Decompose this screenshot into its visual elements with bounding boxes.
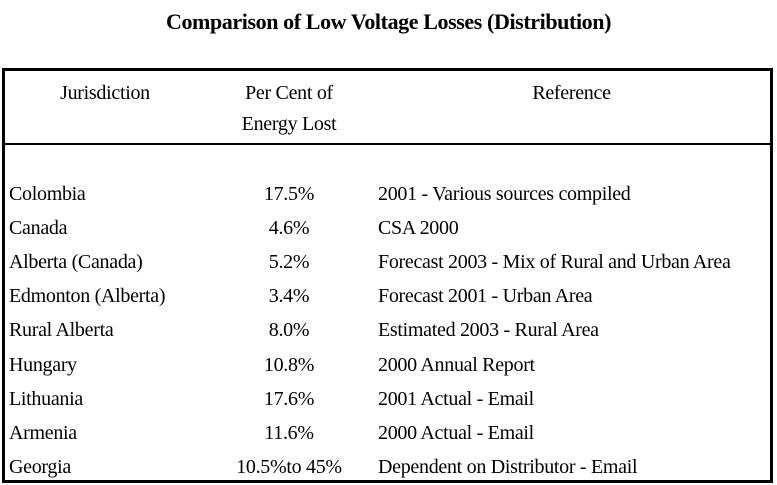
column-header-percent-line2: Energy Lost	[241, 113, 337, 135]
cell-reference: 2000 Annual Report	[378, 353, 535, 376]
table-row: Edmonton (Alberta) 3.4% Forecast 2001 - …	[5, 280, 770, 314]
table-row: Rural Alberta 8.0% Estimated 2003 - Rura…	[5, 314, 770, 348]
cell-jurisdiction: Lithuania	[9, 387, 83, 410]
cell-percent: 10.8%	[263, 353, 315, 376]
cell-jurisdiction: Canada	[9, 216, 68, 239]
cell-reference: Estimated 2003 - Rural Area	[378, 319, 599, 342]
cell-percent: 8.0%	[268, 319, 310, 342]
cell-reference: CSA 2000	[378, 216, 459, 239]
column-header-percent-line1: Per Cent of	[245, 82, 333, 104]
column-header-reference: Reference	[532, 82, 611, 104]
cell-jurisdiction: Colombia	[9, 182, 86, 205]
table-row: Armenia 11.6% 2000 Actual - Email	[5, 416, 770, 450]
cell-percent: 17.6%	[263, 387, 315, 410]
cell-reference: Dependent on Distributor - Email	[378, 456, 638, 479]
cell-reference: 2001 Actual - Email	[378, 387, 534, 410]
cell-percent: 4.6%	[268, 216, 310, 239]
cell-percent: 10.5%to 45%	[236, 456, 342, 479]
blank-row	[5, 145, 770, 177]
cell-percent: 17.5%	[263, 182, 315, 205]
cell-jurisdiction: Edmonton (Alberta)	[9, 285, 166, 308]
table-row: Canada 4.6% CSA 2000	[5, 211, 770, 245]
column-header-percent: Per Cent of Energy Lost	[205, 78, 373, 140]
table-body: Colombia 17.5% 2001 - Various sources co…	[5, 145, 770, 485]
cell-percent: 3.4%	[268, 285, 310, 308]
cell-jurisdiction: Armenia	[9, 421, 77, 444]
table-row: Alberta (Canada) 5.2% Forecast 2003 - Mi…	[5, 245, 770, 279]
cell-percent: 11.6%	[264, 421, 314, 444]
table-row: Georgia 10.5%to 45% Dependent on Distrib…	[5, 451, 770, 485]
losses-table: Jurisdiction Per Cent of Energy Lost Ref…	[2, 68, 773, 483]
table-row: Lithuania 17.6% 2001 Actual - Email	[5, 382, 770, 416]
cell-reference: Forecast 2003 - Mix of Rural and Urban A…	[378, 250, 731, 273]
cell-reference: 2001 - Various sources compiled	[378, 182, 631, 205]
cell-jurisdiction: Hungary	[9, 353, 77, 376]
page-title: Comparison of Low Voltage Losses (Distri…	[165, 9, 612, 34]
table-row: Hungary 10.8% 2000 Annual Report	[5, 348, 770, 382]
cell-jurisdiction: Alberta (Canada)	[9, 250, 143, 273]
table-header-row: Jurisdiction Per Cent of Energy Lost Ref…	[5, 71, 770, 145]
column-header-jurisdiction: Jurisdiction	[60, 82, 150, 104]
cell-reference: 2000 Actual - Email	[378, 421, 534, 444]
cell-reference: Forecast 2001 - Urban Area	[378, 285, 593, 308]
cell-percent: 5.2%	[268, 250, 310, 273]
cell-jurisdiction: Georgia	[9, 456, 71, 479]
table-row: Colombia 17.5% 2001 - Various sources co…	[5, 177, 770, 211]
cell-jurisdiction: Rural Alberta	[9, 319, 114, 342]
